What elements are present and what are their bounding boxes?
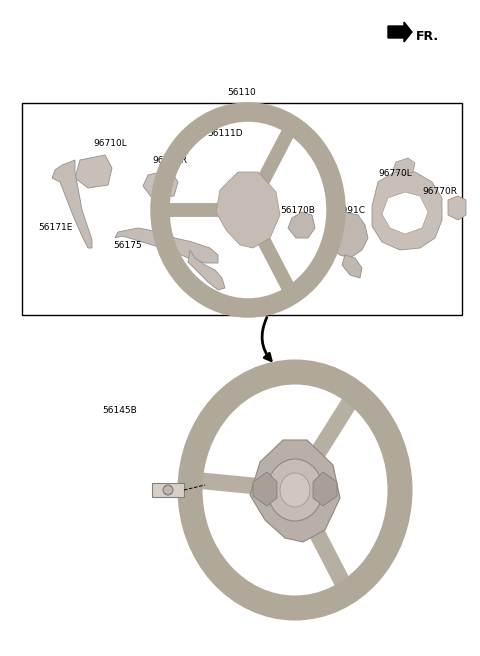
Ellipse shape [190,372,400,608]
Text: 56145B: 56145B [103,406,137,415]
Text: 56175: 56175 [114,241,143,250]
Polygon shape [52,160,92,248]
Text: 96770L: 96770L [378,169,412,178]
Polygon shape [393,158,415,175]
Polygon shape [143,170,178,198]
Polygon shape [164,485,172,495]
Polygon shape [216,172,280,248]
Text: 96710R: 96710R [153,156,188,165]
Polygon shape [253,472,277,506]
Polygon shape [448,196,466,220]
Polygon shape [115,228,218,263]
Bar [22,103,462,315]
Text: 96770R: 96770R [422,187,457,196]
Ellipse shape [280,473,310,507]
FancyArrowPatch shape [262,318,271,361]
Text: 56111D: 56111D [207,129,243,138]
Polygon shape [75,155,112,188]
Ellipse shape [163,485,173,495]
Text: 56170B: 56170B [281,206,315,215]
Text: 56991C: 56991C [331,206,365,215]
Text: FR.: FR. [416,30,439,43]
Text: 56110: 56110 [228,88,256,97]
Polygon shape [250,440,340,542]
Polygon shape [288,212,315,238]
Text: 56171E: 56171E [38,223,72,232]
Ellipse shape [267,459,323,521]
Polygon shape [313,472,337,506]
Polygon shape [388,22,412,42]
Bar [152,483,184,497]
Polygon shape [342,255,362,278]
Polygon shape [188,250,225,290]
Polygon shape [372,172,442,250]
Ellipse shape [160,112,336,308]
Polygon shape [382,192,428,234]
Text: 96710L: 96710L [93,139,127,148]
Polygon shape [325,212,368,258]
